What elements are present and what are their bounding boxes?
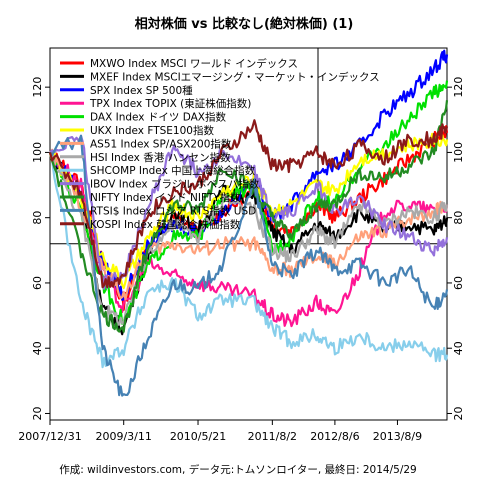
series-line	[49, 134, 449, 397]
y-tick-label-right: 20	[452, 406, 465, 420]
legend-label: MXEF Index MSCIエマージング・マーケット・インデックス	[90, 70, 380, 83]
y-tick-label-left: 40	[31, 341, 44, 355]
series-line	[48, 100, 449, 333]
y-tick-label-right: 100	[452, 142, 465, 163]
legend-label: AS51 Index SP/ASX200指数	[90, 137, 232, 150]
y-tick-label-left: 120	[31, 77, 44, 98]
x-tick-label: 2013/8/9	[373, 430, 422, 443]
legend-label: MXWO Index MSCI ワールド インデックス	[90, 57, 298, 70]
legend-label: NIFTY Index インド NIFTY指数	[90, 191, 241, 204]
legend-label: RTSI$ Index ロシア RTS指数 USD	[90, 204, 256, 217]
y-tick-label-left: 80	[31, 211, 44, 225]
y-tick-label-right: 120	[452, 77, 465, 98]
legend-label: DAX Index ドイツ DAX指数	[90, 111, 226, 124]
legend-label: IBOV Index ブラジル ボベスパ指数	[90, 178, 260, 191]
legend-label: UKX Index FTSE100指数	[90, 124, 214, 137]
x-tick-label: 2011/8/2	[248, 430, 297, 443]
x-tick-label: 2009/3/11	[95, 430, 151, 443]
legend-label: KOSPI Index 韓国総合株価指数	[90, 218, 241, 231]
chart-footer: 作成: wildinvestors.com, データ元:トムソンロイター, 最終…	[59, 463, 416, 476]
x-tick-label: 2012/8/6	[310, 430, 359, 443]
x-tick-label: 2007/12/31	[18, 430, 81, 443]
y-tick-label-right: 80	[452, 211, 465, 225]
series-line	[48, 152, 449, 369]
y-tick-label-right: 60	[452, 276, 465, 290]
series-line	[48, 119, 449, 289]
x-tick-label: 2010/5/21	[170, 430, 226, 443]
legend-label: TPX Index TOPIX (東証株価指数)	[89, 97, 251, 110]
legend-label: SHCOMP Index 中国上海総合指数	[90, 164, 256, 177]
y-tick-label-right: 40	[452, 341, 465, 355]
y-tick-label-left: 60	[31, 276, 44, 290]
series-line	[49, 151, 449, 326]
chart-title: 相対株価 vs 比較なし(絶対株価) (1)	[135, 16, 354, 32]
plot-frame	[49, 47, 448, 421]
series-line	[49, 151, 449, 328]
series-line	[48, 80, 449, 325]
legend-label: SPX Index SP 500種	[90, 84, 193, 97]
y-tick-label-left: 20	[31, 406, 44, 420]
y-tick-label-left: 100	[31, 142, 44, 163]
plot-area: 20 20 40 40 60 60 80 80 100 100 120 120 2007/12/31 20…	[18, 47, 465, 443]
legend-label: HSI Index 香港 ハンセン指数	[90, 151, 231, 164]
